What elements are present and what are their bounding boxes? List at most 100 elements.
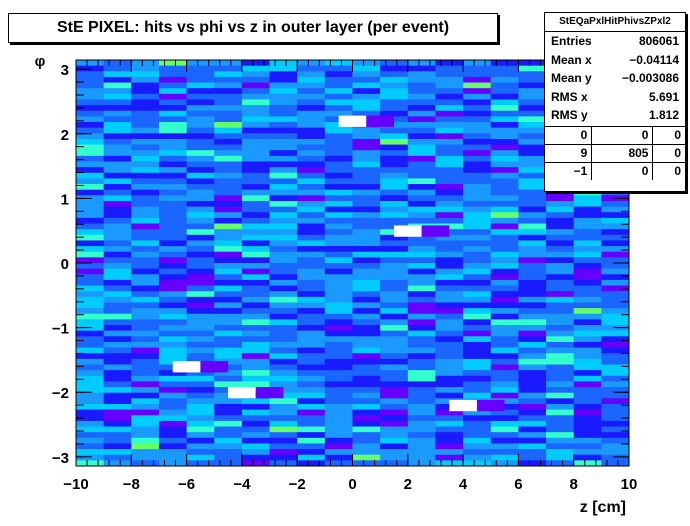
- heatmap-cell: [186, 184, 215, 191]
- heatmap-cell: [186, 341, 215, 349]
- heatmap-cell: [407, 375, 436, 382]
- heatmap-cell: [158, 313, 188, 320]
- heatmap-cell: [463, 251, 492, 258]
- heatmap-cell: [76, 381, 105, 388]
- heatmap-cell: [241, 195, 271, 202]
- heatmap-cell: [214, 313, 243, 320]
- heatmap-cell: [297, 127, 326, 134]
- heatmap-cell: [103, 178, 132, 185]
- heatmap-cell: [76, 358, 105, 365]
- heatmap-cell: [158, 268, 188, 275]
- heatmap-cell: [407, 240, 436, 247]
- heatmap-cell: [131, 223, 160, 230]
- heatmap-cell: [518, 138, 547, 146]
- heatmap-cell: [324, 223, 353, 230]
- heatmap-cell: [186, 110, 215, 117]
- heatmap-cell: [518, 240, 547, 247]
- stats-row-value: 5.691: [648, 89, 679, 104]
- heatmap-cell: [380, 313, 409, 320]
- heatmap-cell: [490, 93, 519, 100]
- heatmap-cell: [158, 279, 188, 287]
- heatmap-cell: [324, 381, 353, 388]
- heatmap-cell: [407, 341, 436, 349]
- heatmap-cell: [490, 387, 519, 394]
- heatmap-cell: [546, 415, 575, 422]
- heatmap-cell: [546, 257, 575, 264]
- heatmap-cell: [463, 229, 492, 236]
- heatmap-cell: [214, 251, 243, 258]
- heatmap-cell: [76, 279, 105, 287]
- heatmap-cell: [131, 122, 160, 129]
- heatmap-cell: [352, 291, 381, 298]
- heatmap-cell: [601, 415, 630, 422]
- heatmap-cell: [380, 167, 409, 174]
- heatmap-cell: [546, 251, 575, 258]
- heatmap-cell: [103, 122, 132, 129]
- heatmap-cell: [463, 167, 492, 174]
- heatmap-cell: [324, 60, 353, 67]
- heatmap-cell: [573, 347, 602, 354]
- heatmap-cell: [158, 353, 188, 360]
- heatmap-cell: [103, 443, 132, 450]
- heatmap-cell: [352, 99, 381, 106]
- heatmap-cell: [186, 65, 215, 72]
- heatmap-cell: [435, 325, 464, 332]
- heatmap-cell: [546, 189, 575, 196]
- heatmap-cell: [352, 246, 381, 253]
- heatmap-cell: [352, 449, 381, 456]
- heatmap-cell: [103, 268, 132, 275]
- heatmap-cell: [214, 257, 243, 264]
- heatmap-cell: [158, 71, 188, 78]
- heatmap-cell: [131, 341, 160, 349]
- heatmap-cell: [352, 257, 381, 264]
- heatmap-cell: [546, 392, 575, 399]
- heatmap-cell: [214, 223, 243, 230]
- heatmap-cell: [214, 336, 243, 343]
- hot-cell: [228, 387, 256, 399]
- heatmap-cell: [573, 387, 602, 394]
- heatmap-cell: [269, 313, 298, 320]
- heatmap-cell: [241, 167, 271, 174]
- heatmap-cell: [241, 76, 271, 84]
- heatmap-cell: [269, 268, 298, 275]
- heatmap-cell: [158, 127, 188, 134]
- heatmap-cell: [380, 200, 409, 208]
- heatmap-cell: [131, 133, 160, 140]
- heatmap-cell: [76, 71, 105, 78]
- heatmap-cell: [103, 325, 132, 332]
- hot-cell: [255, 387, 284, 399]
- heatmap-cell: [214, 99, 243, 106]
- heatmap-cell: [490, 150, 519, 157]
- heatmap-cell: [269, 212, 298, 219]
- heatmap-cell: [463, 82, 492, 89]
- heatmap-cell: [407, 347, 436, 354]
- heatmap-cell: [352, 403, 381, 411]
- heatmap-cell: [435, 206, 464, 213]
- heatmap-cell: [463, 144, 492, 151]
- heatmap-cell: [241, 110, 271, 117]
- heatmap-cell: [573, 246, 602, 253]
- heatmap-cell: [76, 296, 105, 303]
- heatmap-cell: [297, 217, 326, 225]
- heatmap-cell: [518, 234, 547, 241]
- heatmap-cell: [601, 437, 630, 444]
- heatmap-cell: [352, 263, 381, 270]
- stats-row-value: 806061: [638, 34, 679, 49]
- heatmap-cell: [297, 313, 326, 320]
- heatmap-cell: [380, 161, 409, 168]
- heatmap-cell: [518, 99, 547, 106]
- heatmap-cell: [324, 291, 353, 298]
- heatmap-cell: [490, 200, 519, 208]
- heatmap-cell: [518, 370, 547, 377]
- heatmap-cell: [269, 398, 298, 405]
- heatmap-cell: [186, 426, 215, 433]
- heatmap-cell: [131, 178, 160, 185]
- heatmap-cell: [158, 420, 188, 428]
- heatmap-cell: [518, 279, 547, 287]
- heatmap-cell: [601, 409, 630, 416]
- heatmap-cell: [297, 268, 326, 275]
- heatmap-cell: [380, 110, 409, 117]
- heatmap-cell: [297, 65, 326, 72]
- heatmap-cell: [324, 347, 353, 354]
- heatmap-cell: [241, 319, 271, 326]
